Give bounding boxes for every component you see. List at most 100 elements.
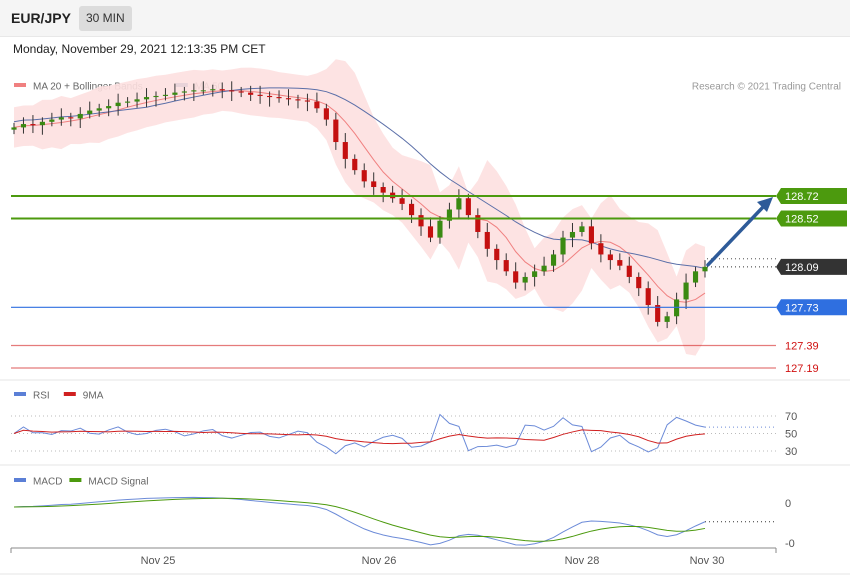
candle-down (295, 99, 301, 101)
macd-tick-1: -0 (785, 538, 795, 550)
rsi-legend-swatch-1 (63, 392, 76, 396)
candle-down (304, 100, 311, 102)
candle-up (181, 91, 187, 93)
candle-down (276, 97, 282, 99)
candle-down (513, 271, 519, 283)
rsi-9ma-line (13, 429, 706, 445)
forecast-arrowhead (757, 197, 773, 212)
main-legend-swatch-0 (14, 83, 26, 87)
candle-down (408, 203, 415, 216)
candle-down (645, 288, 651, 306)
candle-up (692, 271, 699, 283)
level-resistance-1-label: 128.52 (785, 213, 819, 225)
candle-down (607, 254, 613, 261)
candle-down (257, 94, 263, 96)
macd-legend-swatch-1 (69, 478, 82, 482)
candle-down (465, 198, 471, 216)
level-resistance-0-label: 128.72 (785, 191, 819, 203)
level-support-5-label: 127.19 (785, 363, 819, 375)
candle-up (134, 99, 140, 102)
candle-up (20, 124, 27, 128)
candle-down (655, 305, 661, 322)
candle-down (229, 90, 235, 92)
candle-down (588, 226, 594, 244)
candle-up (11, 127, 17, 130)
candle-up (191, 90, 197, 92)
candle-down (267, 95, 273, 98)
candle-down (238, 91, 244, 93)
candle-down (503, 260, 509, 272)
candle-up (569, 231, 576, 238)
candle-down (626, 265, 632, 277)
bollinger-band (14, 59, 705, 356)
macd-legend-label-0: MACD (33, 477, 62, 488)
level-resistance-0-tag (776, 188, 847, 204)
candle-down (352, 158, 358, 171)
candle-up (541, 265, 547, 272)
macd-line (13, 496, 706, 546)
candle-up (87, 110, 93, 114)
level-pivot-3-tag (776, 299, 847, 316)
rsi-tick-50: 50 (785, 429, 797, 441)
candle-down (494, 248, 500, 261)
candle-down (323, 108, 329, 120)
candle-up (162, 94, 169, 96)
candle-up (664, 316, 670, 322)
macd-signal-line (13, 497, 706, 542)
candle-down (475, 215, 481, 232)
candle-down (399, 198, 405, 204)
macd-legend-label-1: MACD Signal (88, 477, 148, 488)
candle-down (427, 226, 434, 238)
rsi-legend-label-0: RSI (33, 391, 50, 402)
candle-down (617, 260, 623, 266)
top-bar: EUR/JPY 30 MIN (0, 0, 850, 37)
candle-up (58, 117, 64, 120)
candle-up (200, 90, 206, 92)
chart-datetime: Monday, November 29, 2021 12:13:35 PM CE… (13, 42, 266, 56)
x-tick-label-1: Nov 26 (362, 555, 397, 567)
candle-up (579, 226, 585, 232)
candle-down (380, 187, 386, 193)
forecast-arrow (706, 204, 766, 267)
candle-up (106, 106, 112, 109)
level-resistance-1-tag (776, 210, 847, 227)
candle-up (683, 282, 689, 300)
candle-up (153, 95, 159, 98)
candle-down (248, 92, 254, 95)
candle-up (560, 237, 566, 255)
credit-text: Research © 2021 Trading Central (692, 82, 841, 93)
candle-down (598, 243, 604, 255)
candle-up (210, 89, 216, 91)
candle-down (333, 119, 339, 143)
candle-up (96, 108, 102, 111)
candle-down (361, 170, 367, 182)
candle-up (702, 266, 708, 272)
rsi-legend-swatch-0 (14, 392, 26, 396)
candle-up (437, 220, 443, 238)
candle-down (484, 231, 490, 249)
x-tick-label-3: Nov 30 (690, 555, 725, 567)
x-tick-label-2: Nov 28 (565, 555, 600, 567)
candle-down (30, 124, 36, 126)
candle-up (115, 102, 121, 107)
level-last-2-label: 128.09 (785, 262, 819, 274)
candle-down (68, 117, 74, 119)
candle-up (532, 271, 538, 277)
level-pivot-3-label: 127.73 (785, 302, 819, 314)
candle-down (371, 181, 377, 188)
rsi-tick-70: 70 (785, 411, 797, 423)
candle-down (285, 98, 292, 100)
main-legend-label-0: MA 20 + Bollinger Bands (33, 82, 143, 93)
rsi-tick-30: 30 (785, 446, 797, 458)
candle-up (125, 101, 131, 103)
macd-tick-0: 0 (785, 498, 791, 510)
candle-up (143, 97, 150, 100)
x-tick-label-0: Nov 25 (141, 555, 176, 567)
candle-down (418, 215, 424, 227)
candle-up (172, 92, 178, 95)
timeframe-button[interactable]: 30 MIN (79, 6, 132, 31)
candle-up (456, 198, 462, 210)
level-last-2-tag (776, 258, 847, 275)
symbol-title: EUR/JPY (11, 10, 71, 26)
